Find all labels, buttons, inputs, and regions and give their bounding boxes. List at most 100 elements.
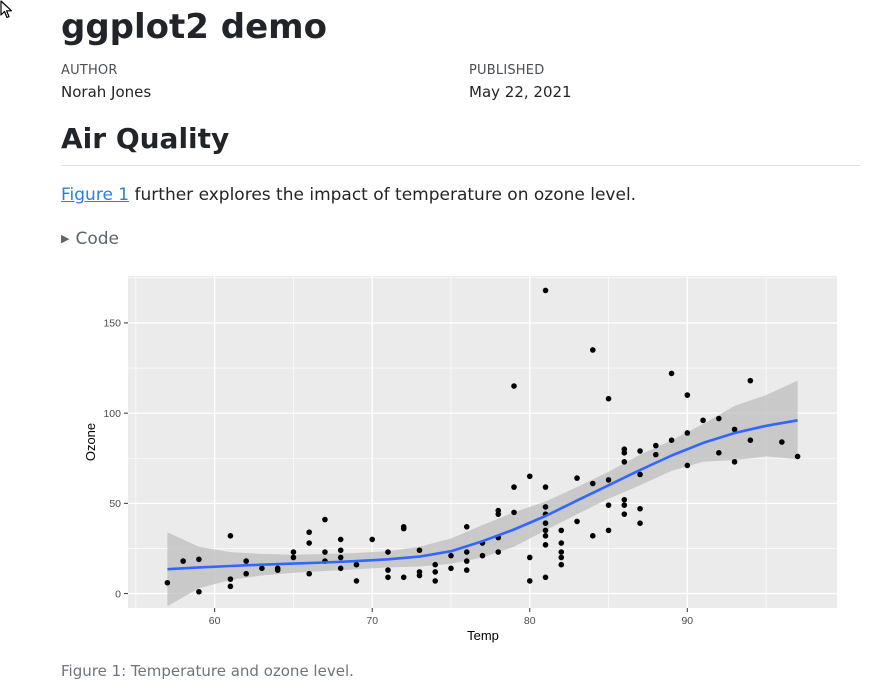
data-point (605, 395, 612, 402)
data-point (274, 565, 281, 572)
x-tick-label: 80 (524, 615, 536, 627)
data-point (290, 549, 297, 555)
data-point (621, 450, 628, 456)
data-point (196, 588, 202, 595)
data-point (196, 556, 202, 563)
data-point (621, 502, 628, 508)
data-point (416, 547, 423, 554)
data-point (432, 569, 439, 575)
data-point (495, 549, 502, 555)
major-gridlines (128, 276, 837, 608)
data-point (463, 558, 470, 564)
data-point (747, 437, 754, 443)
data-point (243, 558, 249, 564)
data-point (432, 561, 439, 568)
minor-gridlines (128, 276, 837, 608)
data-point (700, 417, 706, 424)
data-point (353, 561, 360, 568)
disclosure-triangle-icon: ▶ (61, 232, 70, 245)
data-point (274, 567, 281, 573)
data-point (589, 347, 596, 353)
data-point (589, 533, 596, 539)
data-point (542, 520, 549, 526)
data-point (164, 579, 171, 586)
data-point (227, 576, 234, 582)
plot-panel (128, 276, 837, 608)
y-tick-label: 0 (115, 588, 121, 600)
data-point (684, 392, 691, 398)
data-point (684, 462, 691, 469)
data-point (542, 533, 549, 539)
author-label: AUTHOR (61, 63, 118, 78)
data-point (227, 533, 234, 539)
data-point (180, 558, 186, 564)
data-point (731, 459, 738, 465)
data-point (558, 561, 565, 568)
data-point (653, 451, 659, 458)
data-point (463, 524, 470, 530)
data-point (463, 567, 470, 573)
data-point (385, 567, 391, 573)
data-point (542, 511, 549, 517)
data-point (337, 565, 344, 572)
section-heading: Air Quality (61, 122, 230, 155)
y-axis-title: Ozone (83, 423, 98, 461)
code-fold-toggle[interactable]: ▶ Code (61, 228, 119, 250)
data-point (448, 565, 454, 572)
data-point (306, 529, 312, 536)
data-point (621, 511, 628, 517)
section-divider (61, 165, 860, 166)
data-point (668, 437, 675, 443)
data-point (495, 511, 502, 517)
x-tick-label: 60 (209, 615, 221, 627)
figure-1-link[interactable]: Figure 1 (61, 185, 130, 205)
data-point (353, 578, 360, 584)
data-point (432, 578, 439, 584)
data-point (227, 583, 234, 590)
data-point (542, 527, 549, 534)
data-point (322, 558, 328, 564)
data-point (385, 574, 391, 581)
data-point (511, 484, 517, 490)
data-point (322, 516, 328, 523)
x-tick-label: 90 (681, 615, 693, 627)
figure-caption: Figure 1: Temperature and ozone level. (61, 662, 354, 680)
data-point (526, 578, 533, 584)
data-point (243, 570, 249, 577)
data-point (653, 442, 659, 449)
data-point (306, 540, 312, 546)
data-point (479, 540, 486, 546)
data-point (322, 549, 328, 555)
data-point (511, 509, 517, 516)
data-points (164, 287, 801, 595)
data-point (605, 502, 612, 508)
code-toggle-label: Code (75, 229, 119, 249)
data-point (558, 527, 565, 534)
data-point (495, 534, 502, 541)
data-point (526, 554, 533, 561)
data-point (400, 524, 407, 530)
published-date: May 22, 2021 (469, 83, 572, 101)
author-name: Norah Jones (61, 83, 152, 101)
data-point (558, 540, 565, 546)
data-point (574, 518, 580, 525)
data-point (400, 525, 407, 532)
data-point (542, 484, 549, 490)
data-point (621, 496, 628, 503)
confidence-ribbon (167, 380, 798, 607)
data-point (511, 383, 517, 389)
y-tick-label: 50 (109, 498, 121, 510)
smooth-line (167, 419, 798, 571)
data-point (794, 453, 801, 460)
data-point (495, 507, 502, 514)
y-tick-label: 100 (103, 408, 121, 420)
paragraph-text: further explores the impact of temperatu… (129, 185, 637, 205)
data-point (574, 475, 580, 481)
data-point (779, 439, 785, 445)
data-point (259, 565, 265, 572)
data-point (448, 552, 454, 559)
data-point (684, 430, 691, 436)
data-point (542, 574, 549, 581)
data-point (558, 554, 565, 561)
data-point (589, 480, 596, 487)
